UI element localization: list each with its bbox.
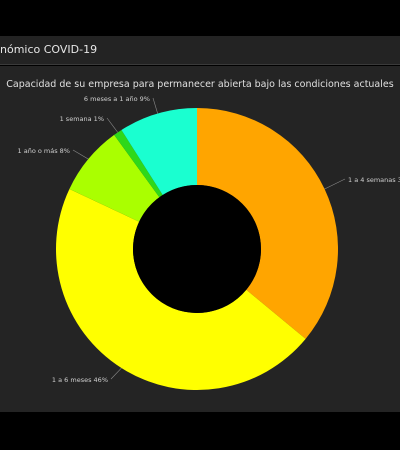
slice-label: 1 año o más 8%: [18, 147, 70, 155]
label-leader-line: [72, 149, 89, 160]
donut-slice[interactable]: [114, 129, 163, 198]
donut-chart: 1 a 4 semanas 36% 1 a 6 meses 46% 1 año o …: [18, 95, 400, 390]
slice-label: 6 meses a 1 año 9%: [84, 95, 150, 103]
donut-slice[interactable]: [197, 108, 338, 339]
app-header: nómico COVID-19: [0, 36, 400, 65]
slice-label: 1 a 4 semanas 36%: [348, 176, 400, 184]
label-leader-line: [324, 178, 346, 190]
chart-panel: Capacidad de su empresa para permanecer …: [0, 66, 400, 412]
label-leader-line: [152, 97, 158, 114]
label-leader-line: [106, 117, 118, 133]
label-leader-line: [110, 367, 122, 380]
donut-slice[interactable]: [69, 134, 160, 222]
chart-title: Capacidad de su empresa para permanecer …: [6, 79, 394, 90]
page-title: nómico COVID-19: [0, 43, 98, 56]
donut-slice[interactable]: [121, 108, 197, 195]
slice-label: 1 semana 1%: [60, 115, 104, 123]
donut-slice[interactable]: [56, 188, 306, 390]
slice-label: 1 a 6 meses 46%: [52, 376, 108, 384]
donut-hole: [133, 185, 261, 313]
